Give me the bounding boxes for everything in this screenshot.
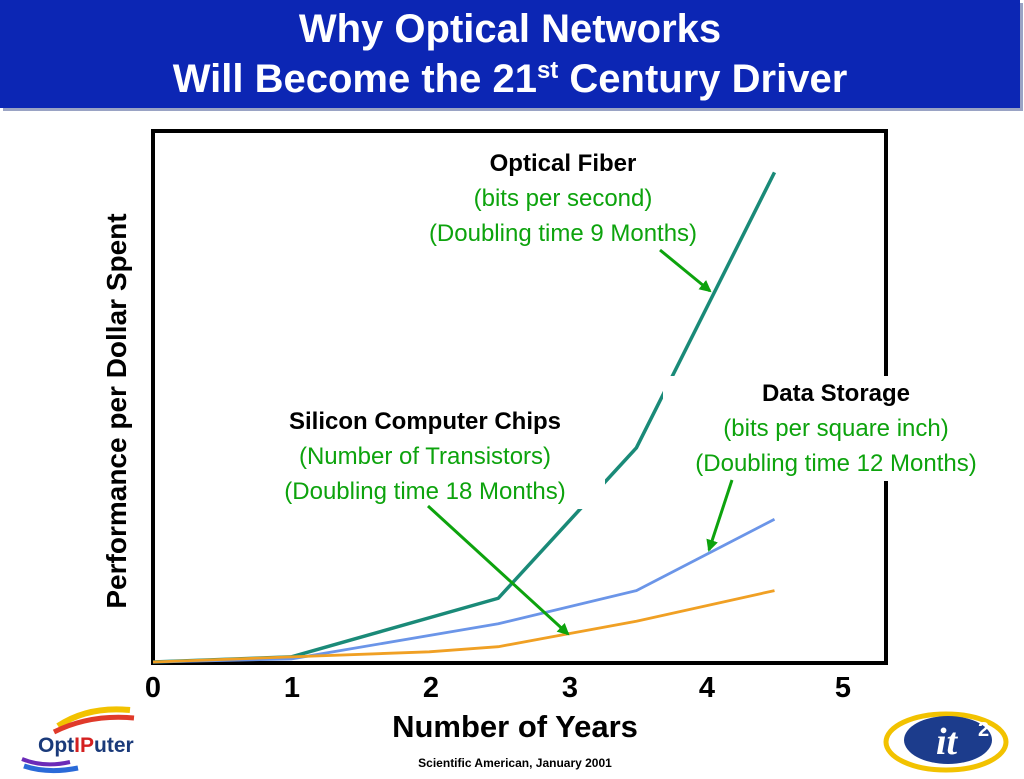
x-axis-label: Number of Years [392, 709, 638, 744]
source-citation: Scientific American, January 2001 [418, 756, 612, 770]
optiputer-logo: OptIPuter [18, 704, 153, 774]
annotation-silicon-chips: Silicon Computer Chips (Number of Transi… [245, 404, 605, 509]
it2-logo: it 2 [882, 704, 1012, 774]
x-tick-label: 5 [835, 672, 851, 704]
x-tick-label: 0 [145, 672, 161, 704]
x-tick-label: 1 [284, 672, 300, 704]
it2-superscript: 2 [978, 719, 989, 741]
x-tick-label: 2 [423, 672, 439, 704]
it2-wordmark: it [936, 721, 959, 763]
title-line-1: Why Optical Networks [298, 7, 722, 51]
annotation-doubling: (Doubling time 9 Months) [428, 220, 698, 247]
x-tick-labels: 0 1 2 3 4 5 [145, 672, 851, 704]
annotation-unit: (bits per second) [473, 185, 653, 212]
annotation-title: Data Storage [761, 380, 911, 407]
y-axis-label: Performance per Dollar Spent [101, 213, 132, 609]
optiputer-wordmark: OptIPuter [38, 734, 134, 758]
annotation-unit: (bits per square inch) [723, 415, 949, 442]
annotation-optical-fiber: Optical Fiber (bits per second) (Doublin… [388, 146, 738, 251]
x-tick-label: 4 [699, 672, 715, 704]
x-tick-label: 3 [562, 672, 578, 704]
title-line-2: Will Become the 21st Century Driver [0, 56, 1020, 102]
it2-swoosh-icon: it 2 [883, 711, 1009, 773]
optiputer-word-suffix: uter [94, 734, 134, 757]
annotation-unit: (Number of Transistors) [298, 443, 552, 470]
annotation-title: Optical Fiber [489, 150, 637, 177]
title-superscript: st [536, 57, 559, 84]
optiputer-word-prefix: Opt [38, 734, 75, 757]
annotation-doubling: (Doubling time 12 Months) [695, 450, 977, 477]
optiputer-word-ip: IP [74, 734, 94, 757]
series-line-silicon-computer-chips [152, 589, 775, 664]
annotation-doubling: (Doubling time 18 Months) [284, 478, 566, 505]
annotation-title: Silicon Computer Chips [288, 408, 561, 435]
title-banner: Why Optical Networks Will Become the 21s… [0, 0, 1020, 108]
annotation-data-storage: Data Storage (bits per square inch) (Dou… [663, 376, 1009, 481]
optiputer-swoosh-icon [21, 706, 135, 774]
series-line-data-storage [152, 517, 776, 664]
title-line-2-end: Century Driver [558, 57, 848, 101]
title-line-2-main: Will Become the 21 [172, 57, 537, 101]
